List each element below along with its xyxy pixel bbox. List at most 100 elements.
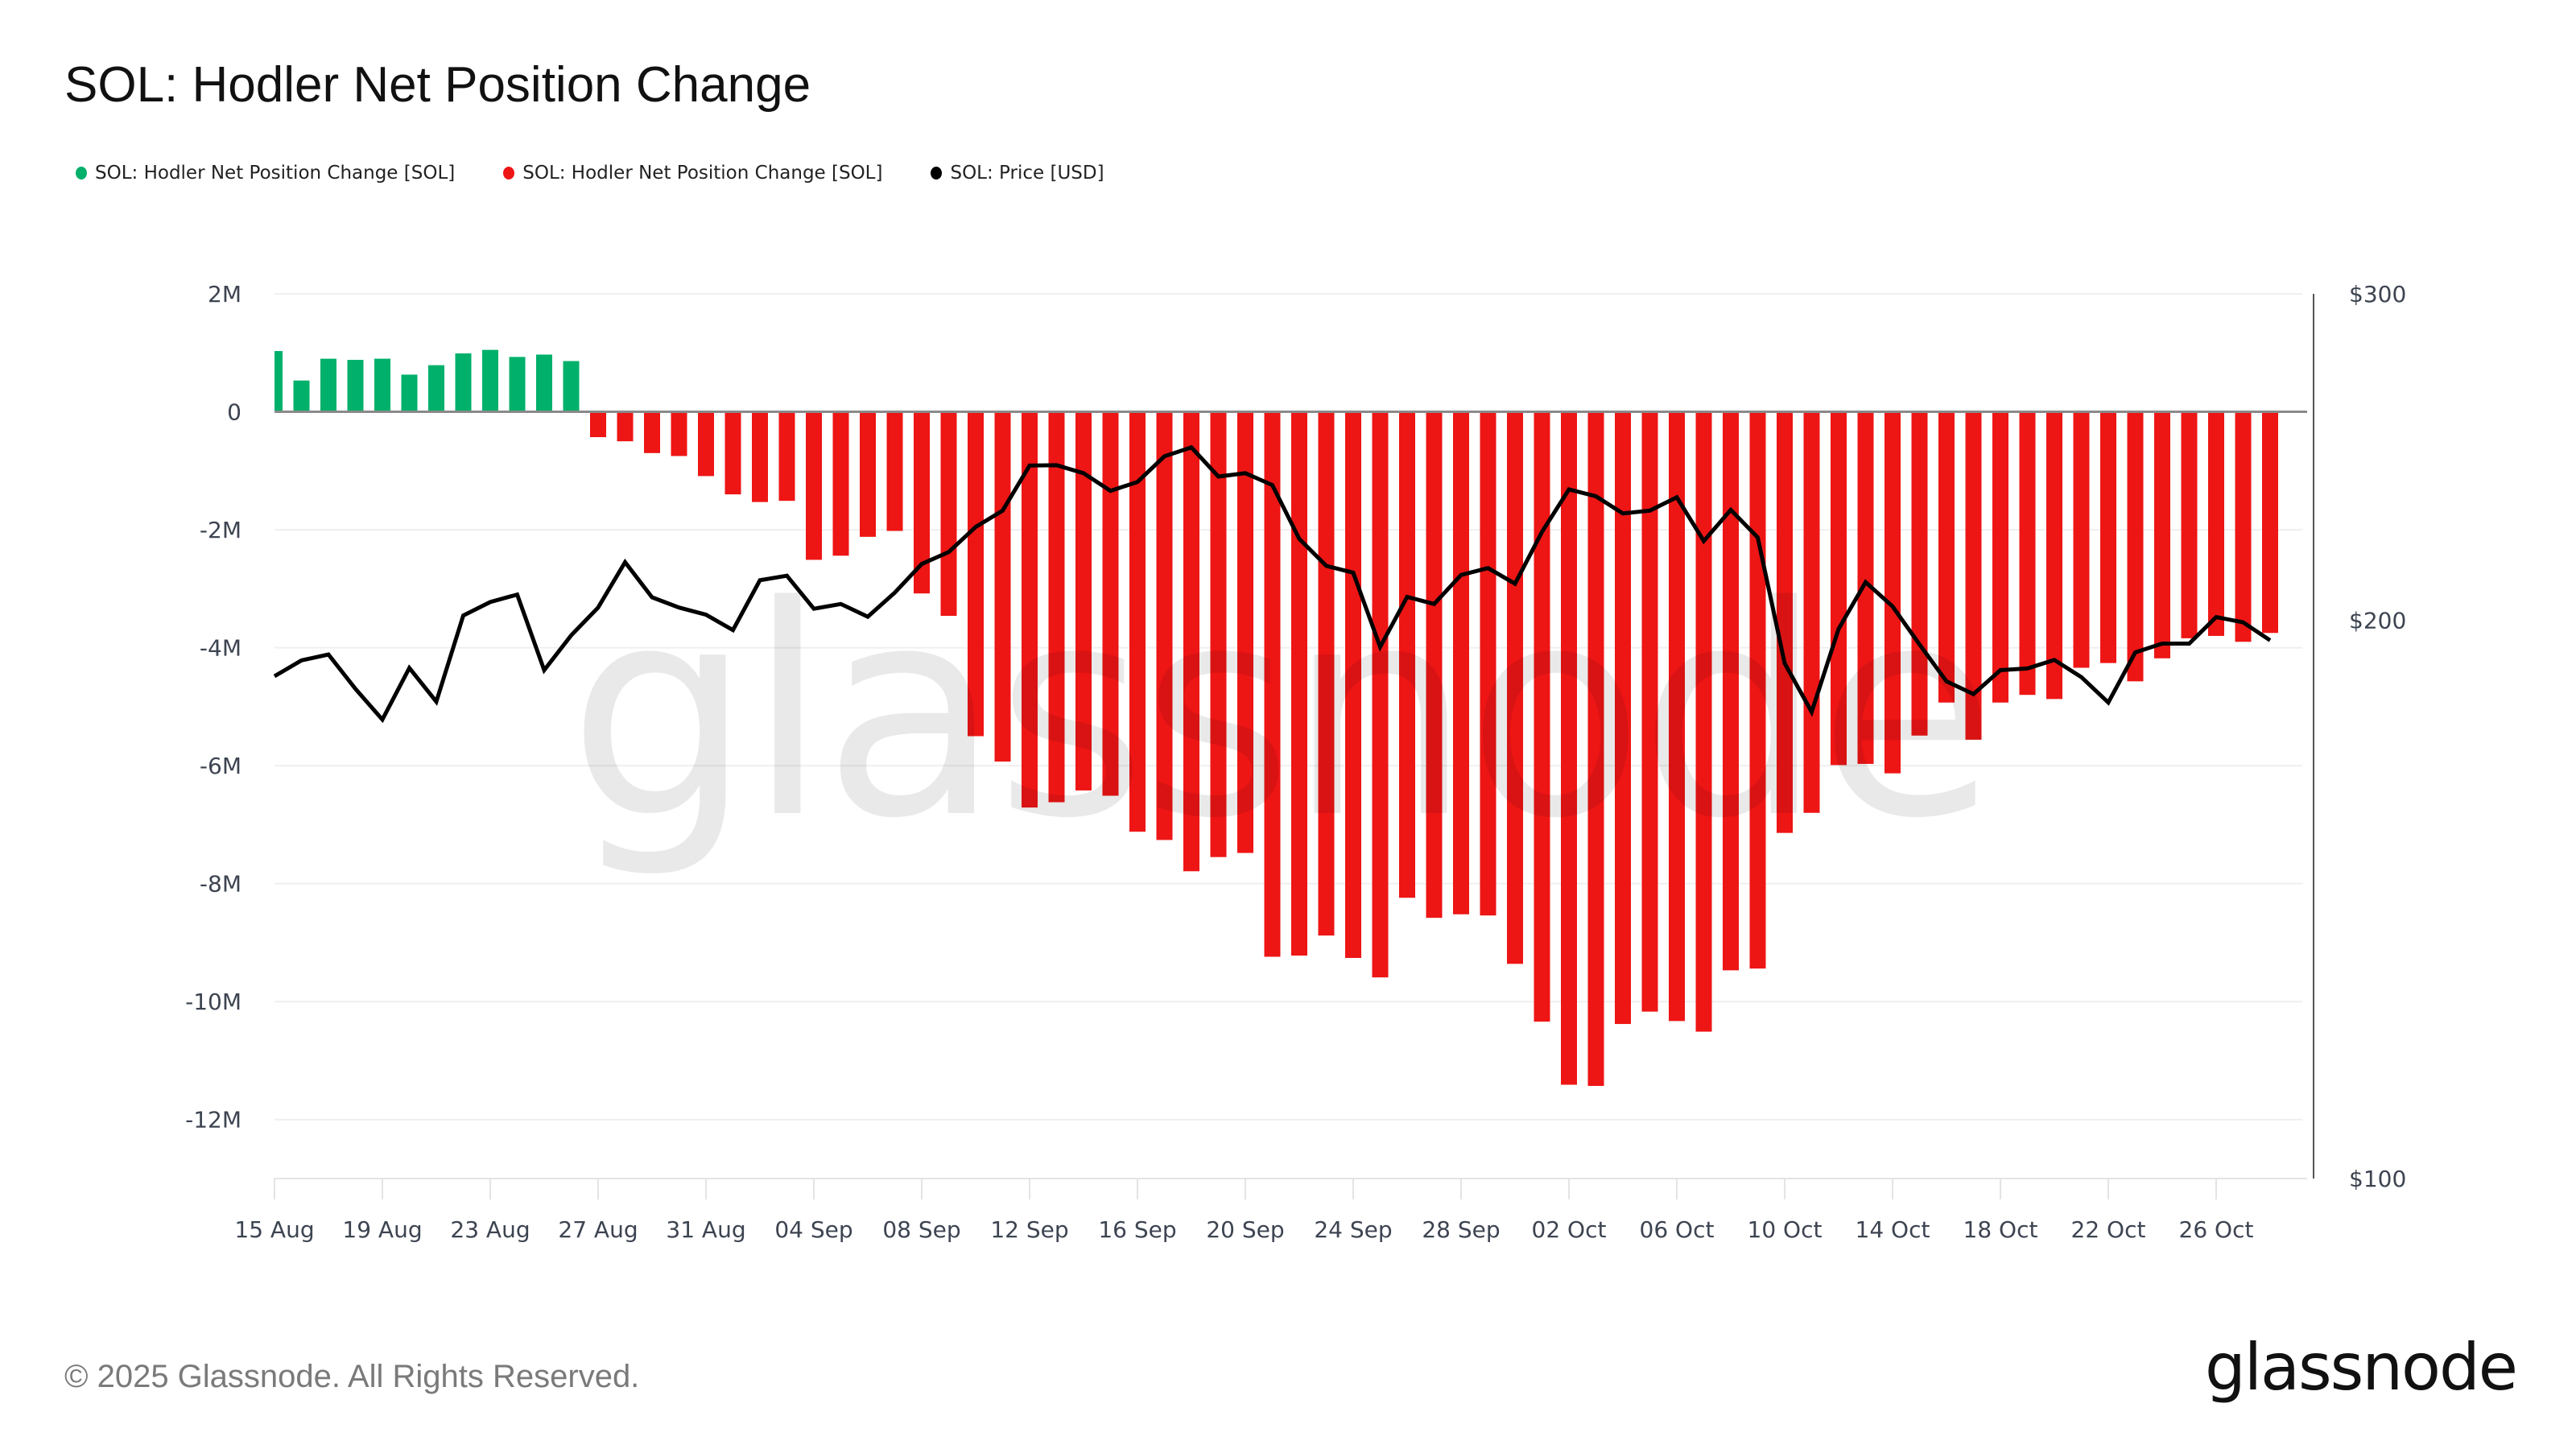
net-change-bar[interactable] (1669, 411, 1685, 1022)
glassnode-logo[interactable]: glassnode (2204, 1330, 2518, 1405)
net-change-bar[interactable] (590, 411, 606, 438)
net-change-bar[interactable] (2127, 411, 2144, 682)
net-change-bar[interactable] (1075, 411, 1092, 791)
net-change-bar[interactable] (724, 411, 741, 495)
net-change-bar[interactable] (1561, 411, 1577, 1085)
y-tick-label: -10M (185, 989, 242, 1015)
x-tick-label: 14 Oct (1856, 1216, 1930, 1243)
x-tick-label: 28 Sep (1422, 1216, 1500, 1243)
net-change-bar[interactable] (698, 411, 714, 477)
net-change-bar[interactable] (2235, 411, 2252, 642)
green-circle-icon (76, 167, 87, 180)
net-change-bar[interactable] (1885, 411, 1901, 774)
net-change-bar[interactable] (401, 374, 418, 412)
net-change-bar[interactable] (832, 411, 849, 556)
net-change-bar[interactable] (1723, 411, 1739, 971)
net-change-bar[interactable] (1777, 411, 1793, 833)
net-change-bar[interactable] (1210, 411, 1227, 857)
net-change-bar[interactable] (1803, 411, 1820, 813)
net-change-bar[interactable] (563, 361, 580, 412)
net-change-bar[interactable] (1615, 411, 1631, 1025)
y2-tick-label: $200 (2349, 608, 2406, 634)
net-change-bar[interactable] (1156, 411, 1173, 840)
net-change-bar[interactable] (509, 357, 526, 412)
net-change-bar[interactable] (2208, 411, 2224, 636)
watermark-logo: glassnode (568, 544, 1992, 881)
net-change-bar[interactable] (374, 358, 390, 412)
x-tick-label: 24 Sep (1314, 1216, 1392, 1243)
net-change-bar[interactable] (860, 411, 876, 537)
net-change-bar[interactable] (1480, 411, 1496, 916)
net-change-bar[interactable] (1102, 411, 1119, 796)
net-change-bar[interactable] (914, 411, 930, 594)
net-change-bar[interactable] (1048, 411, 1065, 803)
net-change-bar[interactable] (1399, 411, 1415, 898)
net-change-bar[interactable] (2100, 411, 2116, 663)
net-change-bar[interactable] (2181, 411, 2198, 638)
x-tick-label: 26 Oct (2179, 1216, 2254, 1243)
net-change-bar[interactable] (1129, 411, 1146, 832)
price-polyline[interactable] (273, 444, 2272, 724)
legend-item-negative-net-change[interactable]: SOL: Hodler Net Position Change [SOL] (503, 163, 882, 184)
net-change-bar[interactable] (1264, 411, 1281, 957)
net-change-bar[interactable] (644, 411, 660, 453)
net-change-bar[interactable] (347, 360, 364, 412)
net-change-bar[interactable] (1318, 411, 1335, 936)
y-tick-label: -4M (200, 635, 242, 662)
x-tick-label: 27 Aug (558, 1216, 638, 1243)
net-change-bar[interactable] (617, 411, 634, 442)
net-change-bar[interactable] (455, 353, 472, 412)
legend-label: SOL: Hodler Net Position Change [SOL] (522, 163, 883, 184)
net-change-bar[interactable] (1183, 411, 1199, 872)
y-tick-label: -6M (200, 753, 242, 779)
legend-label: SOL: Hodler Net Position Change [SOL] (95, 163, 456, 184)
chart-title: SOL: Hodler Net Position Change (64, 57, 811, 113)
net-change-bar[interactable] (752, 411, 768, 502)
net-change-bar[interactable] (968, 411, 984, 737)
net-change-bar[interactable] (2073, 411, 2090, 668)
net-change-bar[interactable] (2019, 411, 2036, 696)
x-tick-label: 16 Sep (1098, 1216, 1176, 1243)
x-tick-label: 04 Sep (774, 1216, 852, 1243)
net-change-bar[interactable] (1237, 411, 1253, 853)
net-change-bar[interactable] (275, 351, 283, 412)
x-tick-label: 18 Oct (1963, 1216, 2038, 1243)
net-change-bar[interactable] (536, 354, 552, 412)
copyright-notice: © 2025 Glassnode. All Rights Reserved. (64, 1359, 640, 1394)
net-change-bar[interactable] (1992, 411, 2008, 703)
net-change-bar[interactable] (320, 358, 336, 412)
net-change-bar[interactable] (994, 411, 1011, 762)
net-change-bar[interactable] (806, 411, 822, 560)
x-tick-label: 15 Aug (234, 1216, 314, 1243)
net-change-bar[interactable] (778, 411, 795, 502)
net-change-bar[interactable] (1534, 411, 1550, 1022)
net-change-bar[interactable] (1345, 411, 1361, 958)
net-change-bar[interactable] (482, 349, 498, 412)
x-tick-label: 31 Aug (666, 1216, 745, 1243)
net-change-bar[interactable] (1022, 411, 1038, 808)
net-change-bar[interactable] (1291, 411, 1307, 956)
y-tick-label: -12M (185, 1107, 242, 1133)
net-change-bar[interactable] (1641, 411, 1658, 1012)
net-change-bar[interactable] (1938, 411, 1955, 703)
net-change-bar[interactable] (1587, 411, 1604, 1086)
net-change-bar[interactable] (1372, 411, 1389, 978)
net-change-bar[interactable] (1965, 411, 1982, 740)
net-change-bar[interactable] (2154, 411, 2170, 658)
net-change-bar[interactable] (2262, 411, 2278, 634)
net-change-bar[interactable] (1911, 411, 1928, 736)
legend-item-positive-net-change[interactable]: SOL: Hodler Net Position Change [SOL] (76, 163, 455, 184)
legend-item-price[interactable]: SOL: Price [USD] (931, 163, 1104, 184)
net-change-bar[interactable] (293, 380, 310, 412)
net-change-bar[interactable] (1453, 411, 1469, 914)
net-change-bar[interactable] (1426, 411, 1443, 919)
net-change-bar[interactable] (1857, 411, 1874, 764)
net-change-bar[interactable] (428, 365, 444, 412)
net-change-bar[interactable] (671, 411, 687, 456)
net-change-bar[interactable] (1831, 411, 1847, 766)
net-change-bar[interactable] (2046, 411, 2062, 700)
net-change-bar[interactable] (1695, 411, 1712, 1032)
net-change-bar[interactable] (886, 411, 903, 531)
net-change-bar[interactable] (1507, 411, 1523, 964)
net-change-bar[interactable] (940, 411, 957, 617)
